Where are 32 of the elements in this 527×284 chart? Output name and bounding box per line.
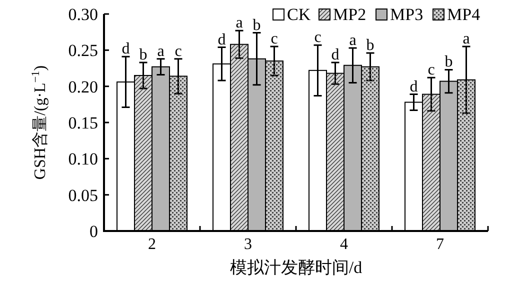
y-tick-label: 0.25: [68, 41, 98, 60]
data-label: d: [331, 46, 340, 64]
y-tick-label: 0: [90, 222, 98, 241]
y-tick-label: 0.30: [68, 5, 98, 24]
x-axis-title: 模拟汁发酵时间/d: [230, 258, 363, 277]
x-tick-label: 4: [340, 236, 348, 253]
y-tick-label: 0.15: [68, 114, 98, 132]
data-label: a: [349, 32, 356, 49]
y-tick-label: 0.10: [68, 150, 98, 169]
legend-label: CK: [287, 5, 312, 24]
data-label: d: [218, 31, 226, 48]
data-label: b: [444, 54, 453, 71]
data-label: b: [366, 37, 374, 54]
data-label: c: [314, 29, 322, 46]
x-tick-label: 3: [244, 236, 252, 253]
legend-label: MP2: [333, 5, 366, 24]
x-tick-label: 2: [148, 236, 156, 253]
data-label: c: [270, 30, 278, 48]
legend-label: MP3: [390, 5, 424, 24]
legend-label: MP4: [447, 5, 481, 24]
data-label: a: [462, 30, 470, 48]
data-label: c: [174, 42, 182, 60]
x-tick-label: 7: [436, 236, 444, 253]
data-label: c: [428, 62, 435, 79]
data-label: d: [122, 40, 130, 58]
data-label: d: [410, 78, 418, 96]
data-label: b: [139, 46, 148, 64]
data-label: b: [252, 16, 261, 34]
data-label: a: [236, 14, 243, 32]
data-label: a: [157, 42, 164, 60]
y-tick-label: 0.20: [68, 77, 98, 96]
y-tick-label: 0.05: [68, 186, 98, 205]
